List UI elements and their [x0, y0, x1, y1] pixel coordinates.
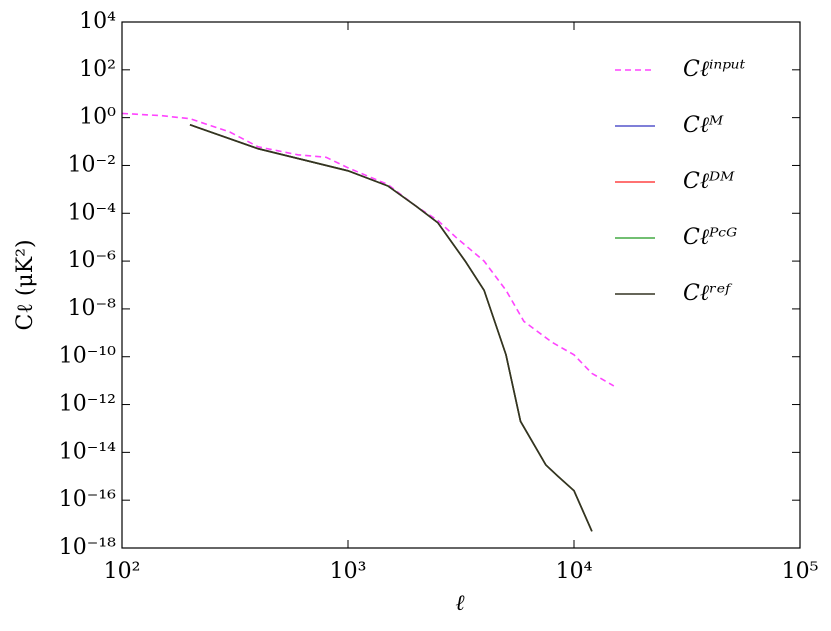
x-tick-label: 10³: [330, 559, 367, 584]
legend-label: Cℓʳᵉᶠ: [683, 281, 733, 306]
y-tick-label: 10⁻¹⁶: [59, 487, 116, 512]
legend-label: Cℓⁱⁿᵖᵘᵗ: [683, 57, 746, 82]
series-line: [121, 112, 615, 387]
series-line: [189, 124, 593, 532]
legend-label: Cℓᴰᴹ: [683, 169, 735, 194]
y-tick-label: 10⁴: [79, 9, 116, 34]
y-axis-label: Cℓ (μK²): [13, 239, 38, 330]
y-tick-label: 10⁻⁸: [68, 296, 117, 321]
legend-label: Cℓᴹ: [683, 113, 724, 138]
y-tick-label: 10⁻¹⁴: [59, 439, 116, 464]
y-tick-label: 10⁻¹⁸: [59, 535, 116, 560]
x-tick-label: 10⁴: [556, 559, 593, 584]
x-tick-label: 10²: [104, 559, 141, 584]
y-tick-label: 10²: [79, 57, 116, 82]
x-tick-label: 10⁵: [782, 559, 819, 584]
y-tick-label: 10⁻¹⁰: [59, 344, 116, 369]
plot-frame: [121, 21, 801, 549]
x-axis-label: ℓ: [455, 591, 465, 616]
legend-label: Cℓᴾᶜᴳ: [683, 225, 737, 250]
y-tick-label: 10⁻¹²: [59, 392, 116, 417]
y-tick-label: 10⁻²: [68, 152, 116, 177]
y-tick-label: 10⁻⁶: [68, 248, 117, 273]
y-tick-label: 10⁻⁴: [68, 200, 117, 225]
y-tick-label: 10⁰: [79, 105, 116, 130]
